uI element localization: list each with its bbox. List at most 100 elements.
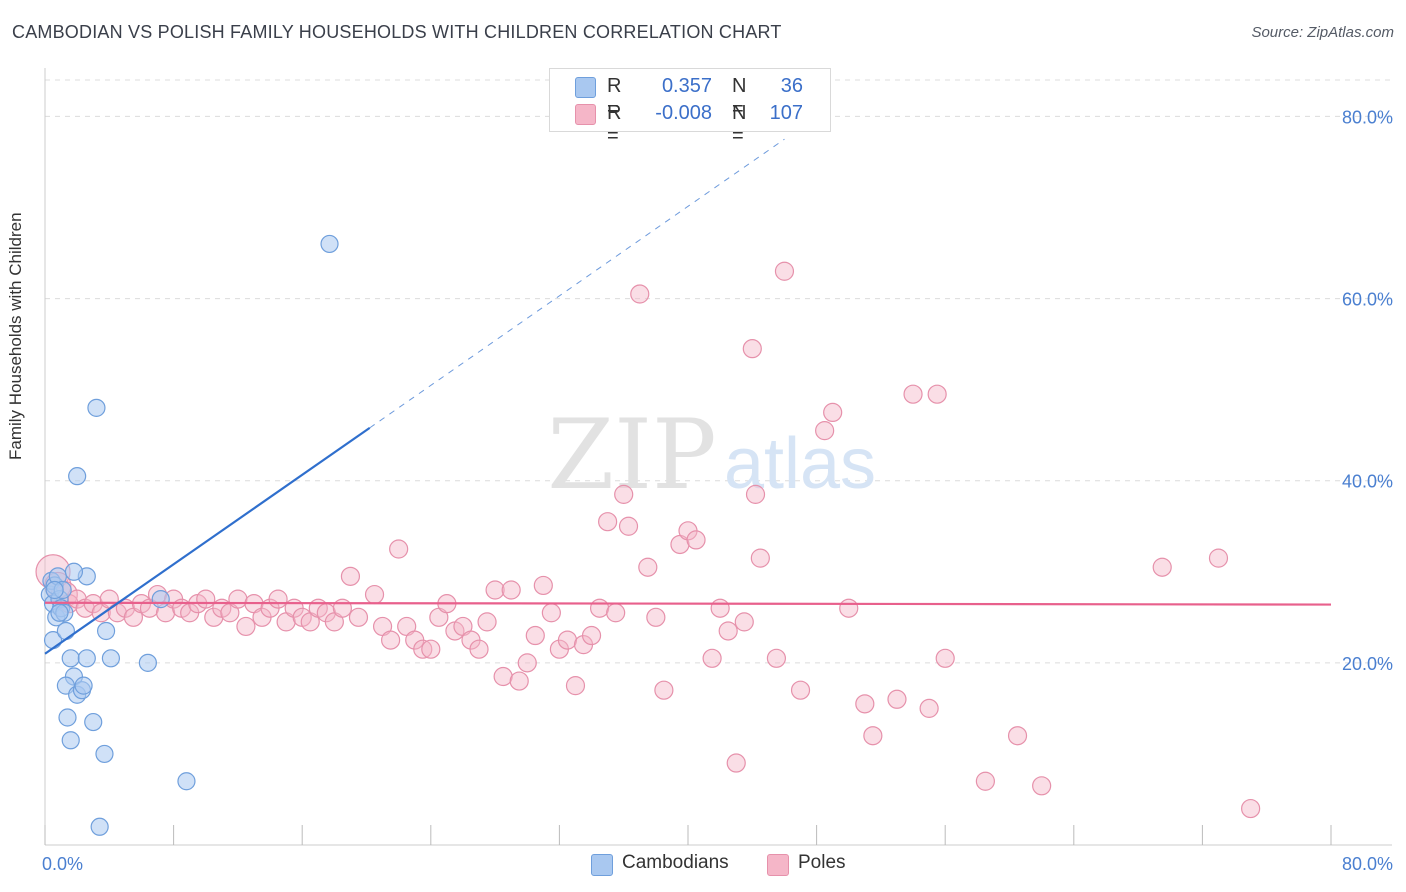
poles-point — [614, 484, 634, 504]
poles-point — [469, 639, 489, 659]
poles-point — [606, 603, 626, 623]
poles-point — [493, 666, 513, 687]
cambodians-point — [151, 590, 170, 609]
bottom-legend-label-poles: Poles — [798, 852, 846, 873]
y-tick-label: 60.0% — [1342, 290, 1393, 310]
cambodians-point — [77, 649, 96, 668]
cambodians-point — [58, 708, 77, 727]
poles-point — [774, 261, 795, 281]
poles-point — [589, 598, 610, 618]
poles-point — [1208, 548, 1229, 568]
poles-point — [421, 639, 441, 659]
poles-point — [935, 648, 955, 668]
poles-point — [815, 421, 835, 441]
cambodians-point — [90, 817, 109, 836]
poles-point — [887, 689, 907, 709]
source-label: Source: ZipAtlas.com — [1251, 24, 1394, 41]
cambodians-point — [177, 772, 196, 791]
poles-point — [196, 589, 216, 609]
cambodians-point — [138, 653, 157, 672]
cambodians-points — [40, 234, 339, 836]
cambodians-point — [96, 621, 116, 641]
poles-point — [745, 484, 766, 504]
bottom-legend-label-cambodians: Cambodians — [622, 852, 729, 873]
poles-point — [750, 548, 770, 568]
poles-point — [855, 694, 875, 714]
chart-title: CAMBODIAN VS POLISH FAMILY HOUSEHOLDS WI… — [12, 22, 782, 42]
y-tick-label: 80.0% — [1342, 107, 1393, 127]
cambodians-point — [320, 234, 339, 254]
poles-point — [1032, 776, 1052, 796]
cambodians-point — [101, 649, 121, 668]
poles-point — [766, 648, 787, 668]
poles-point — [533, 575, 553, 596]
cambodians-trend-extension — [369, 138, 785, 429]
poles-point — [525, 625, 545, 646]
cambodians-point — [95, 744, 114, 764]
poles-point — [381, 630, 401, 650]
legend-n-value: 107 — [769, 102, 803, 124]
y-axis-label: Family Households with Children — [6, 212, 25, 460]
poles-point — [557, 630, 578, 650]
poles-point — [790, 680, 811, 700]
x-tick-label: 0.0% — [42, 854, 83, 874]
poles-point — [1007, 726, 1028, 746]
poles-point — [718, 621, 738, 641]
poles-point — [654, 680, 674, 700]
cambodians-point — [87, 398, 106, 417]
bottom-legend-swatch-poles — [767, 854, 789, 876]
legend-r-value: -0.008 — [655, 102, 712, 124]
cambodians-point — [56, 621, 75, 641]
poles-point — [630, 284, 650, 304]
watermark-atlas: atlas — [724, 424, 876, 504]
cambodians-point — [61, 731, 80, 750]
legend-r-value: 0.357 — [661, 75, 712, 97]
poles-point — [581, 625, 602, 646]
poles-point — [268, 589, 288, 609]
legend-n-value: 36 — [780, 75, 803, 97]
poles-point — [541, 603, 561, 623]
poles-point — [686, 530, 706, 550]
poles-point — [1241, 798, 1261, 819]
poles-point — [236, 616, 256, 637]
cambodians-point — [84, 712, 103, 732]
poles-point — [839, 598, 859, 618]
poles-point — [975, 771, 995, 791]
poles-point — [863, 726, 883, 746]
y-tick-label: 40.0% — [1342, 472, 1393, 492]
poles-point — [903, 384, 923, 404]
legend-r-label: R = — [607, 102, 622, 147]
poles-point — [927, 384, 947, 404]
poles-point — [477, 612, 497, 632]
cambodians-point — [68, 467, 87, 486]
poles-points — [35, 261, 1261, 819]
grid-lines — [45, 79, 1392, 664]
axes — [44, 68, 1392, 846]
cambodians-point — [50, 603, 69, 622]
poles-point — [726, 753, 746, 773]
poles-point — [364, 584, 385, 605]
legend-r-label: R = — [607, 75, 622, 120]
bottom-legend-swatch-cambodians — [591, 854, 613, 876]
poles-point — [517, 653, 537, 673]
x-tick-label: 80.0% — [1342, 854, 1393, 874]
legend-n-label: N = — [732, 102, 747, 147]
legend-swatch-poles — [575, 104, 596, 125]
poles-point — [742, 339, 762, 359]
poles-point — [710, 598, 730, 618]
poles-point — [919, 698, 939, 718]
correlation-legend: R = 0.357 N = 36 R = -0.008 N = 107 — [549, 68, 831, 147]
legend-swatch-cambodians — [575, 77, 596, 98]
cambodians-point — [61, 649, 80, 668]
poles-point — [618, 516, 639, 536]
trend-lines — [44, 138, 1332, 655]
cambodians-point — [64, 562, 84, 581]
poles-point — [702, 648, 722, 668]
cambodians-trend-line — [44, 426, 371, 655]
poles-point — [1152, 557, 1172, 577]
poles-point — [485, 580, 505, 600]
poles-point — [734, 612, 754, 632]
poles-point — [565, 676, 586, 696]
poles-point — [646, 607, 666, 627]
cambodians-point — [74, 676, 93, 695]
